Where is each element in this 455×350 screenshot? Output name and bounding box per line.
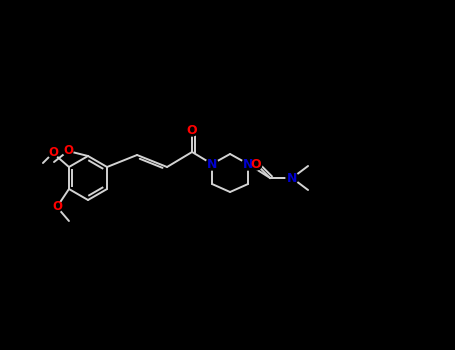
Text: N: N xyxy=(207,158,217,170)
Text: N: N xyxy=(243,158,253,170)
Text: O: O xyxy=(52,201,62,214)
Text: O: O xyxy=(187,124,197,136)
Text: O: O xyxy=(48,147,58,160)
Circle shape xyxy=(63,146,73,156)
Circle shape xyxy=(186,124,198,136)
Circle shape xyxy=(250,158,262,170)
Circle shape xyxy=(242,158,254,170)
Text: N: N xyxy=(287,172,297,184)
Circle shape xyxy=(48,148,58,158)
Circle shape xyxy=(286,172,298,184)
Text: O: O xyxy=(63,145,73,158)
Circle shape xyxy=(206,158,218,170)
Text: O: O xyxy=(251,158,261,170)
Circle shape xyxy=(52,202,62,212)
